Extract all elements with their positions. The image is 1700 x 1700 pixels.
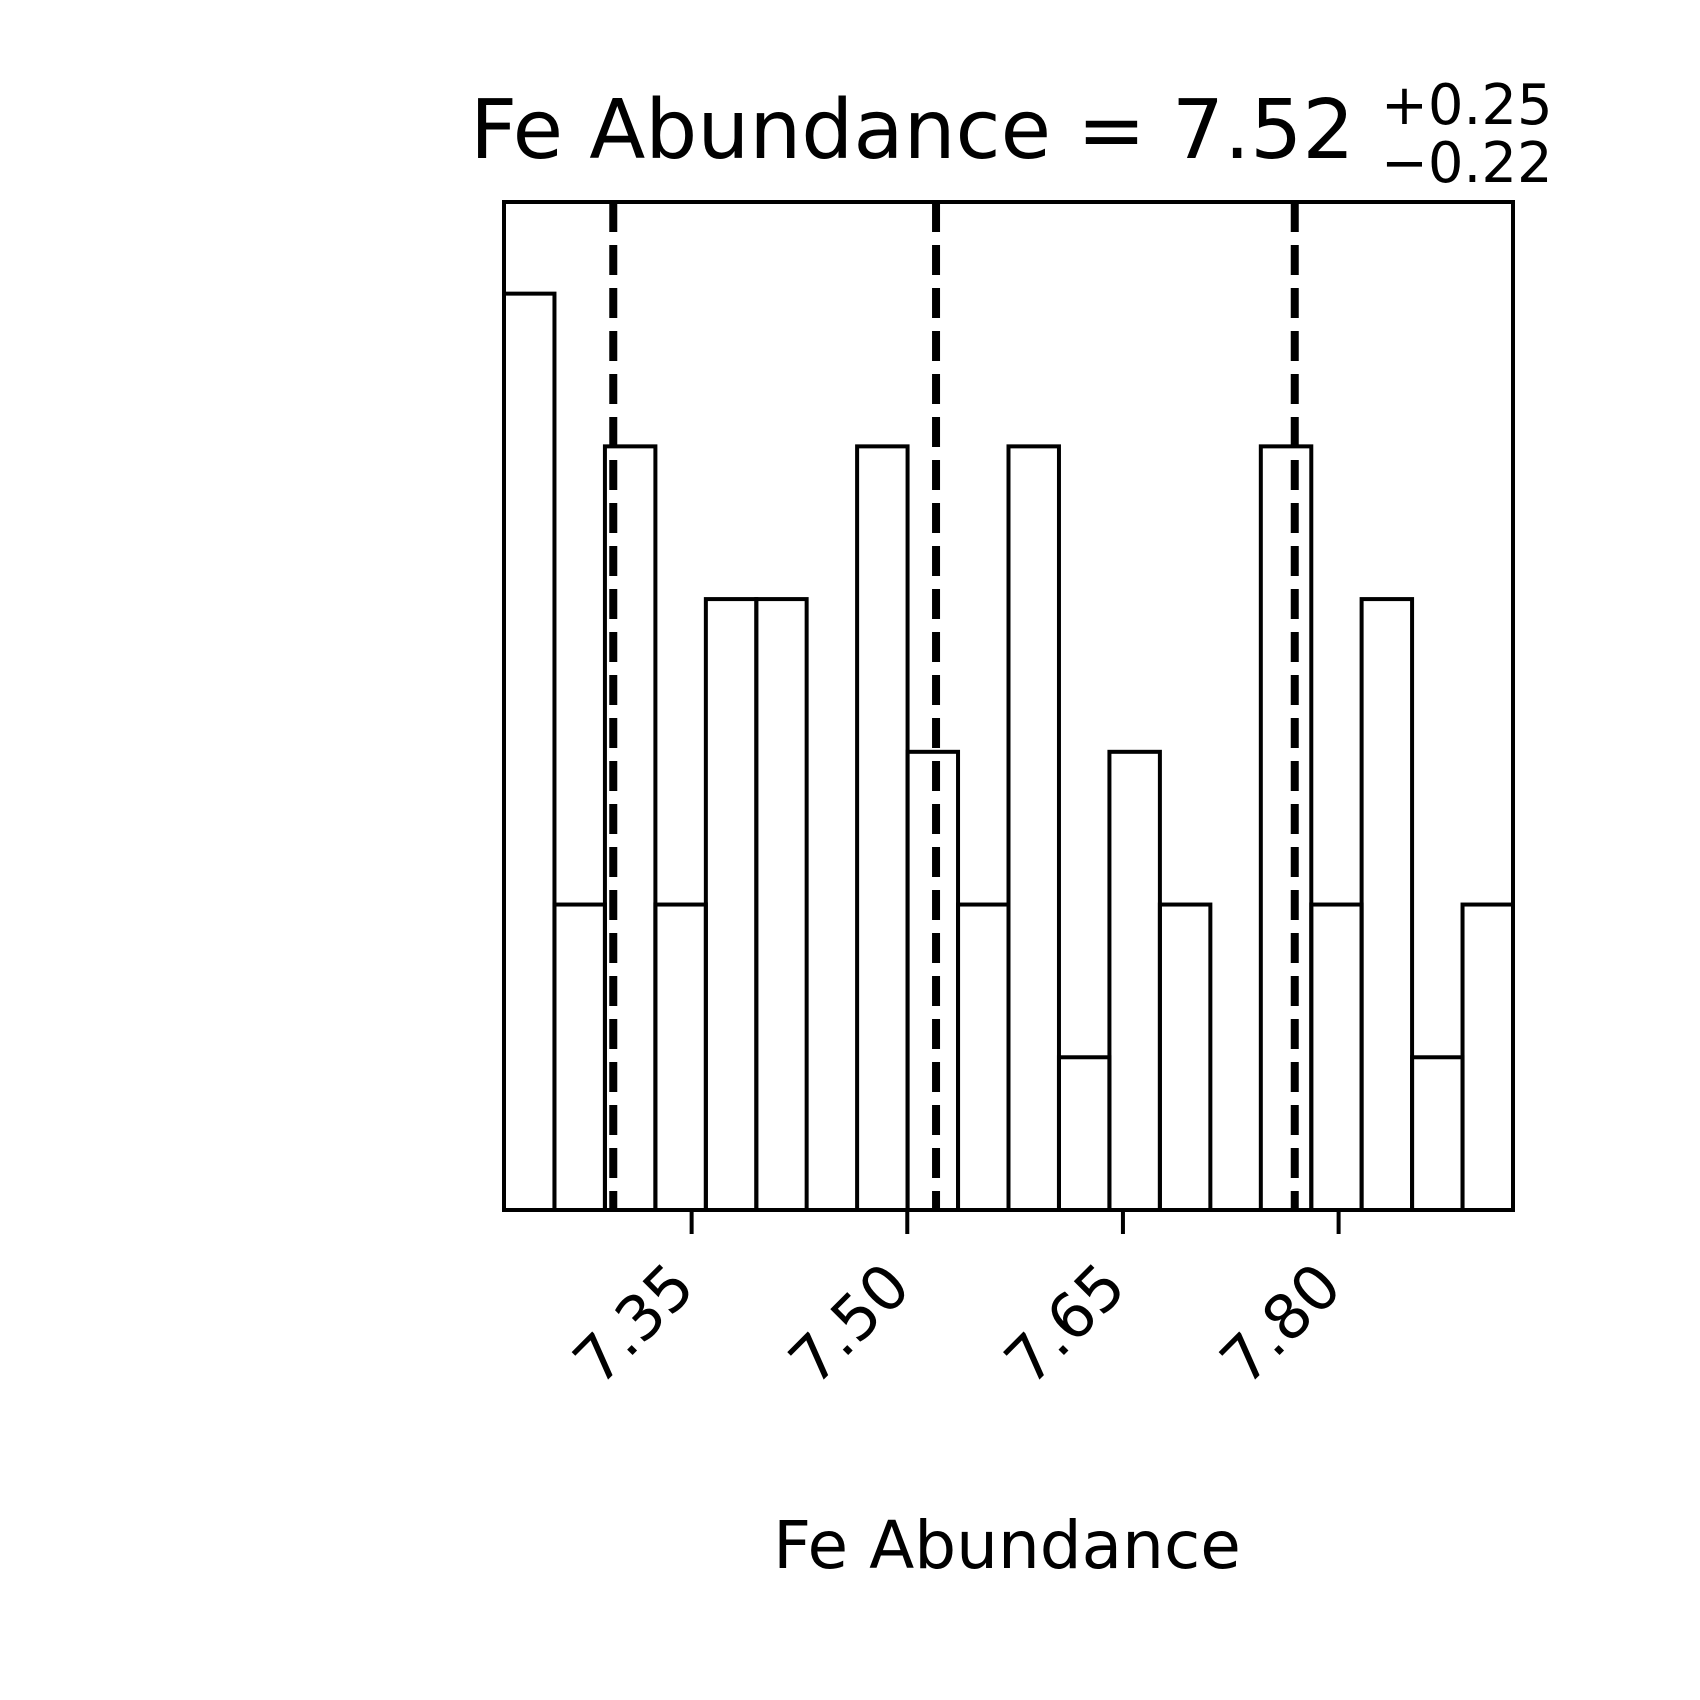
quantile-lines-layer <box>609 202 1299 1210</box>
histogram-bar <box>703 597 759 1212</box>
x-axis-ticks: 7.35 7.50 7.65 7.80 <box>559 1210 1355 1398</box>
histogram-bar <box>1258 444 1314 1212</box>
histogram-layer <box>502 291 1516 1213</box>
histogram-bar <box>956 902 1011 1213</box>
x-tick-label: 7.80 <box>1206 1249 1355 1398</box>
histogram-bar <box>1107 749 1162 1212</box>
x-axis-label: Fe Abundance <box>773 1507 1241 1584</box>
title-lower-error: −0.22 <box>1381 131 1553 196</box>
histogram-bar <box>1157 902 1213 1213</box>
histogram-bar <box>754 597 809 1212</box>
x-tick-label: 7.65 <box>990 1249 1139 1398</box>
histogram-bar <box>1056 1055 1112 1212</box>
x-tick-label: 7.35 <box>559 1249 708 1398</box>
histogram-bar <box>1309 902 1364 1213</box>
histogram-bar <box>552 902 607 1213</box>
plot-frame <box>502 200 1515 1212</box>
histogram-bar <box>1359 597 1415 1212</box>
histogram-bar <box>502 291 557 1212</box>
histogram-bar <box>653 902 708 1213</box>
histogram-bar <box>1410 1055 1465 1212</box>
histogram-bar <box>1460 902 1516 1213</box>
title-upper-error: +0.25 <box>1381 73 1553 138</box>
histogram-bar <box>1006 444 1061 1212</box>
histogram-bar <box>855 444 910 1212</box>
chart-title: Fe Abundance = 7.52 <box>470 83 1355 178</box>
chart-title-main: Fe Abundance = 7.52 <box>470 83 1355 178</box>
x-tick-label: 7.50 <box>775 1249 924 1398</box>
